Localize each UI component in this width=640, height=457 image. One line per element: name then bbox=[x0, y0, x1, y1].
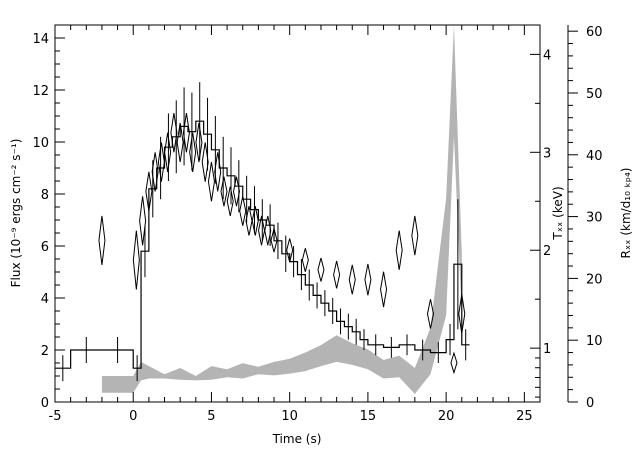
temperature-layer bbox=[98, 113, 466, 375]
x-tick-label: 20 bbox=[438, 409, 455, 424]
x-tick-label: 0 bbox=[129, 409, 137, 424]
radius-tick-label: 20 bbox=[586, 272, 603, 287]
temperature-point bbox=[170, 113, 178, 153]
radius-tick-label: 10 bbox=[586, 334, 603, 349]
flux-tick-label: 10 bbox=[32, 136, 49, 151]
temperature-point bbox=[317, 257, 325, 282]
temperature-point bbox=[132, 230, 140, 290]
temperature-point bbox=[157, 142, 165, 182]
flux-axis-title: Flux (10⁻⁹ ergs cm⁻² s⁻¹) bbox=[9, 139, 23, 288]
temperature-point bbox=[151, 152, 159, 192]
temperature-point bbox=[139, 196, 147, 246]
radius-tick-label: 0 bbox=[586, 396, 594, 411]
temperature-point bbox=[264, 215, 272, 246]
temperature-point bbox=[301, 248, 309, 272]
temperature-point bbox=[395, 230, 403, 270]
flux-tick-label: 8 bbox=[41, 188, 49, 203]
temperature-point bbox=[232, 176, 240, 207]
temperature-point bbox=[348, 264, 356, 295]
temperature-point bbox=[458, 294, 466, 334]
temperature-tick-label: 4 bbox=[543, 48, 551, 63]
temperature-point bbox=[251, 206, 259, 236]
temperature-point bbox=[226, 186, 234, 217]
flux-tick-label: 6 bbox=[41, 240, 49, 255]
flux-series bbox=[55, 120, 470, 369]
x-tick-label: 25 bbox=[516, 409, 533, 424]
temperature-point bbox=[239, 196, 247, 226]
temperature-point bbox=[201, 142, 209, 182]
flux-tick-label: 4 bbox=[41, 292, 49, 307]
temperature-point bbox=[195, 122, 203, 163]
x-tick-label: 10 bbox=[281, 409, 298, 424]
temperature-point bbox=[411, 215, 419, 256]
temperature-point bbox=[258, 215, 266, 246]
x-tick-label: 5 bbox=[207, 409, 215, 424]
x-tick-label: -5 bbox=[49, 409, 62, 424]
temperature-point bbox=[333, 260, 341, 289]
radius-tick-label: 40 bbox=[586, 149, 603, 164]
temperature-point bbox=[286, 238, 294, 263]
temperature-point bbox=[98, 215, 106, 265]
radius-band bbox=[101, 25, 462, 394]
temperature-point bbox=[364, 263, 372, 296]
plot-frame bbox=[54, 24, 541, 403]
temperature-point bbox=[270, 228, 278, 253]
temperature-point bbox=[380, 271, 388, 308]
flux-tick-label: 12 bbox=[32, 84, 49, 99]
radius-band-layer bbox=[101, 25, 462, 394]
radius-axis-title: Rₓₓ (km/d₁₀ ₖₚ₄) bbox=[619, 168, 633, 259]
flux-tick-label: 2 bbox=[41, 344, 49, 359]
temperature-point bbox=[182, 113, 190, 153]
x-axis-title: Time (s) bbox=[272, 432, 322, 446]
temperature-tick-label: 2 bbox=[543, 244, 551, 259]
temperature-axis-title: Tₓₓ (keV) bbox=[551, 186, 565, 240]
temperature-point bbox=[426, 299, 434, 329]
temperature-tick-label: 3 bbox=[543, 146, 551, 161]
flux-layer bbox=[55, 82, 470, 382]
temperature-point bbox=[450, 351, 458, 375]
temperature-point bbox=[164, 132, 172, 172]
temperature-point bbox=[176, 122, 184, 163]
radius-tick-label: 30 bbox=[586, 211, 603, 226]
flux-tick-label: 14 bbox=[32, 32, 49, 47]
temperature-tick-label: 1 bbox=[543, 342, 551, 357]
temperature-point bbox=[145, 171, 153, 212]
radius-tick-label: 60 bbox=[586, 25, 603, 40]
temperature-point bbox=[189, 132, 197, 172]
temperature-point bbox=[207, 162, 215, 202]
x-tick-label: 15 bbox=[360, 409, 377, 424]
temperature-point bbox=[220, 176, 228, 207]
temperature-point bbox=[214, 152, 222, 192]
flux-tick-label: 0 bbox=[41, 396, 49, 411]
temperature-point bbox=[245, 206, 253, 236]
radius-tick-label: 50 bbox=[586, 87, 603, 102]
